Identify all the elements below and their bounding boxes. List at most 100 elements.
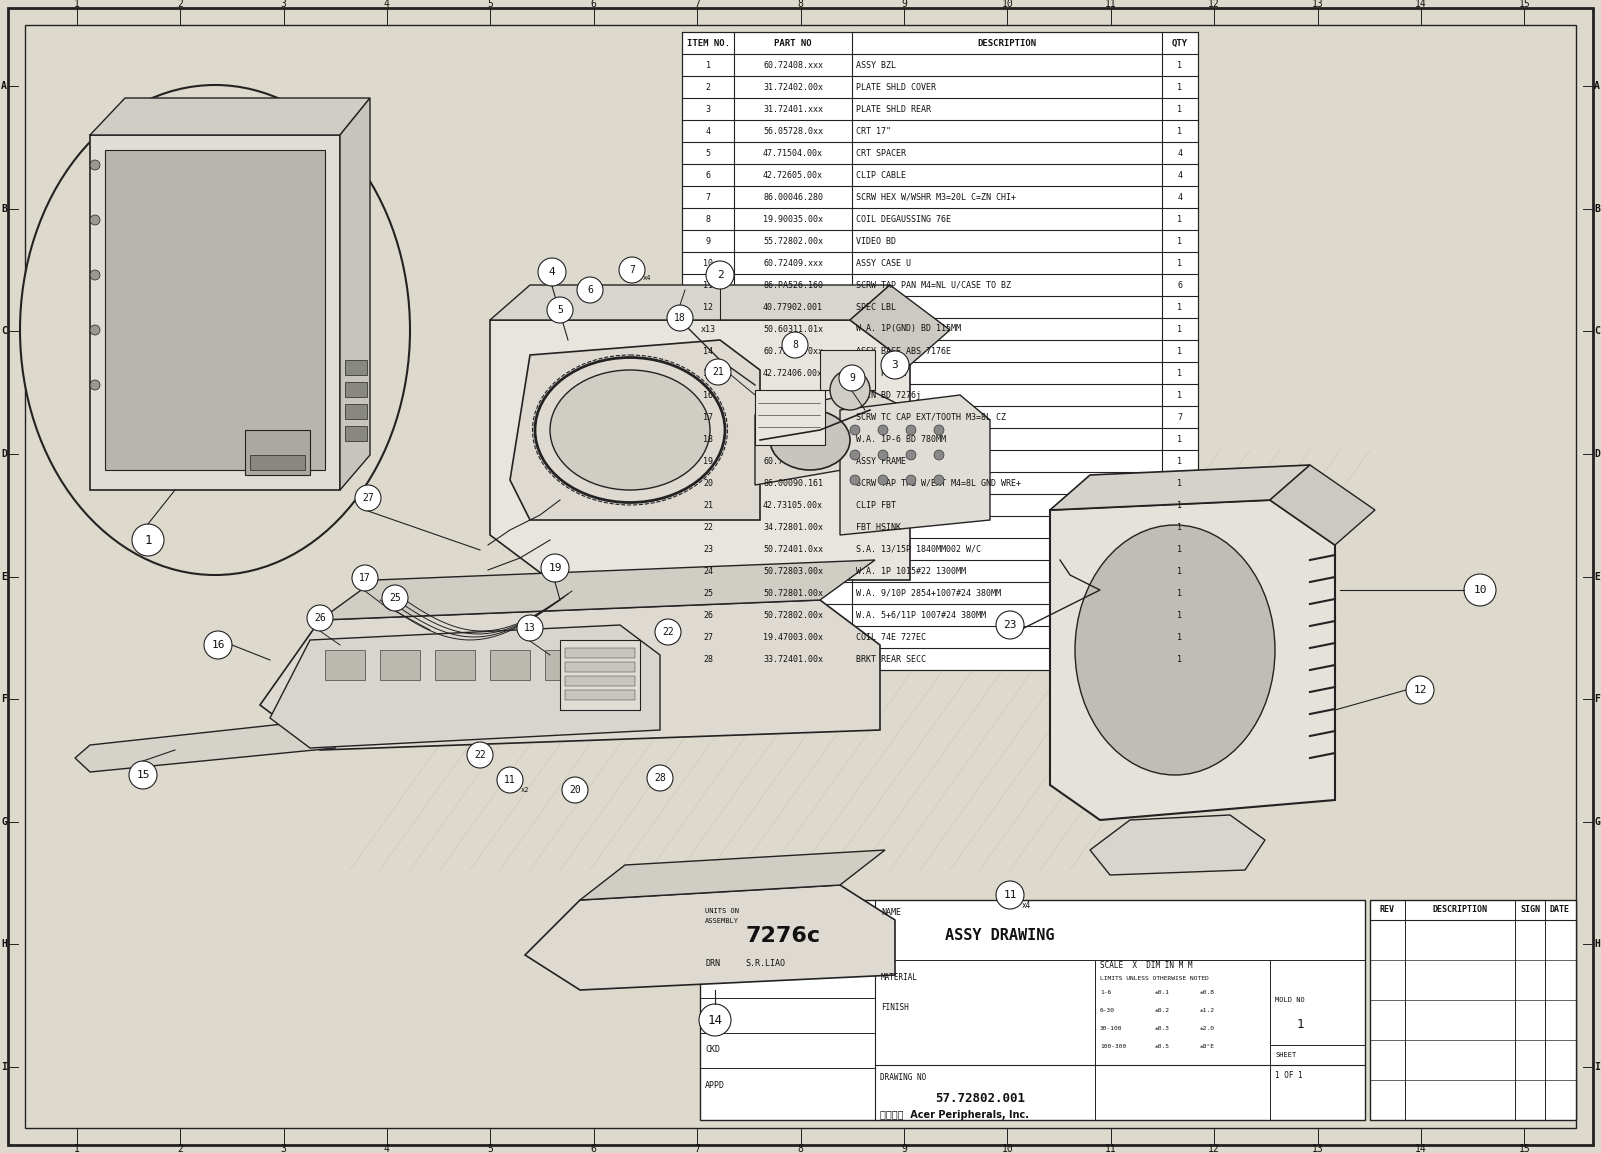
Text: 1: 1: [1177, 588, 1183, 597]
Text: 9: 9: [849, 374, 855, 383]
Text: 14: 14: [703, 347, 712, 355]
Polygon shape: [850, 285, 949, 366]
Circle shape: [517, 615, 543, 641]
Text: 50.72803.00x: 50.72803.00x: [764, 566, 823, 575]
Text: B: B: [1595, 204, 1599, 213]
Text: ±0.5: ±0.5: [1154, 1043, 1170, 1048]
Text: 7: 7: [695, 0, 700, 9]
Text: 1: 1: [144, 534, 152, 547]
Text: 19.90035.00x: 19.90035.00x: [764, 214, 823, 224]
Text: G: G: [2, 816, 6, 827]
Text: CRT SPACER: CRT SPACER: [857, 149, 906, 158]
Text: 9: 9: [901, 1144, 906, 1153]
Text: 4: 4: [1177, 171, 1183, 180]
Text: SPEC LBL: SPEC LBL: [857, 302, 897, 311]
Text: 21: 21: [712, 367, 724, 377]
Text: BRKT REAR SECC: BRKT REAR SECC: [857, 655, 925, 663]
Text: MATERIAL: MATERIAL: [881, 973, 917, 982]
Polygon shape: [756, 390, 900, 485]
Text: 1: 1: [1177, 369, 1183, 377]
Text: 42.72406.00x: 42.72406.00x: [764, 369, 823, 377]
Text: COIL 74E 727EC: COIL 74E 727EC: [857, 633, 925, 641]
Text: FBT HSINK: FBT HSINK: [857, 522, 901, 532]
Text: 86.00090.161: 86.00090.161: [764, 478, 823, 488]
Text: 5: 5: [557, 306, 564, 315]
Text: ±1.2: ±1.2: [1201, 1008, 1215, 1012]
Text: 55.72802.00x: 55.72802.00x: [764, 236, 823, 246]
Circle shape: [90, 325, 99, 336]
Text: W.A. 9/10P 2854+1007#24 380MM: W.A. 9/10P 2854+1007#24 380MM: [857, 588, 1001, 597]
Text: 7: 7: [706, 193, 711, 202]
Text: 1: 1: [1177, 60, 1183, 69]
Text: 3: 3: [706, 105, 711, 113]
Text: D: D: [1595, 449, 1599, 459]
Text: 6: 6: [706, 171, 711, 180]
Text: LINK POWER: LINK POWER: [857, 369, 906, 377]
Text: W.A. 1P 1015#22 1300MM: W.A. 1P 1015#22 1300MM: [857, 566, 965, 575]
Text: ASSY DRAWING: ASSY DRAWING: [945, 928, 1055, 943]
Bar: [565, 689, 636, 700]
Text: 26: 26: [314, 613, 327, 623]
Circle shape: [548, 297, 573, 323]
Circle shape: [700, 1004, 732, 1037]
Text: 1: 1: [1177, 236, 1183, 246]
Text: 16: 16: [211, 640, 224, 650]
Text: 30-100: 30-100: [1100, 1025, 1122, 1031]
Ellipse shape: [551, 370, 709, 490]
Text: 27: 27: [703, 633, 712, 641]
Text: 17: 17: [703, 413, 712, 422]
Polygon shape: [1050, 465, 1310, 510]
Text: 14: 14: [1415, 1144, 1426, 1153]
Text: 11: 11: [1004, 890, 1017, 900]
Text: 60.72408.xxx: 60.72408.xxx: [764, 60, 823, 69]
Bar: [325, 650, 365, 680]
Text: 1: 1: [1177, 655, 1183, 663]
Text: 4: 4: [1177, 193, 1183, 202]
Text: 47.71504.00x: 47.71504.00x: [764, 149, 823, 158]
Text: ±0.3: ±0.3: [1154, 1025, 1170, 1031]
Circle shape: [647, 764, 672, 791]
Text: 11: 11: [1105, 0, 1116, 9]
Text: 17: 17: [359, 573, 371, 583]
Text: G: G: [1595, 816, 1599, 827]
Text: I: I: [2, 1062, 6, 1072]
Text: B: B: [2, 204, 6, 213]
Text: LIMITS UNLESS OTHERWISE NOTED: LIMITS UNLESS OTHERWISE NOTED: [1100, 975, 1209, 980]
Text: 18: 18: [703, 435, 712, 444]
Text: S.A. 13/15P 1840MM002 W/C: S.A. 13/15P 1840MM002 W/C: [857, 544, 981, 553]
Circle shape: [706, 261, 733, 289]
Text: 1: 1: [74, 1144, 80, 1153]
Text: APPD: APPD: [704, 1080, 725, 1090]
Bar: [344, 404, 367, 419]
Text: DRN: DRN: [704, 959, 720, 969]
Text: MOLD NO: MOLD NO: [1274, 997, 1305, 1003]
Circle shape: [850, 425, 860, 435]
Bar: [490, 650, 530, 680]
Text: 2: 2: [178, 1144, 183, 1153]
Text: 1: 1: [1177, 544, 1183, 553]
Text: 86.00046.280: 86.00046.280: [764, 193, 823, 202]
Text: 28: 28: [655, 773, 666, 783]
Bar: [565, 648, 636, 658]
Text: 23: 23: [703, 544, 712, 553]
Text: 14: 14: [1415, 0, 1426, 9]
Text: W.A. 1P(GND) BD 115MM: W.A. 1P(GND) BD 115MM: [857, 324, 961, 333]
Text: VIDEO BD: VIDEO BD: [857, 236, 897, 246]
Text: 26: 26: [703, 610, 712, 619]
Text: 11: 11: [703, 280, 712, 289]
Text: 4: 4: [1177, 149, 1183, 158]
Text: 31.72401.xxx: 31.72401.xxx: [764, 105, 823, 113]
Text: 50.72804.00x: 50.72804.00x: [764, 435, 823, 444]
Text: 5: 5: [487, 1144, 493, 1153]
Text: 1: 1: [1177, 324, 1183, 333]
Text: 20: 20: [703, 478, 712, 488]
Bar: [565, 662, 636, 672]
Text: 8: 8: [797, 0, 804, 9]
Text: DSN: DSN: [704, 1011, 720, 1020]
Bar: [245, 430, 311, 475]
Circle shape: [933, 425, 945, 435]
Text: H: H: [2, 940, 6, 949]
Text: 33.72401.00x: 33.72401.00x: [764, 655, 823, 663]
Circle shape: [90, 214, 99, 225]
Bar: [756, 390, 825, 445]
